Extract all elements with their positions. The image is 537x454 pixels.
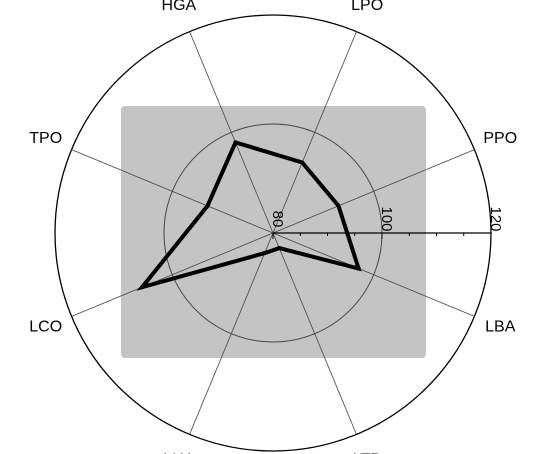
data-point-lco <box>140 285 145 290</box>
axis-label-hga: HGA <box>162 0 197 14</box>
radial-tick-label-120: 120 <box>487 206 504 231</box>
axis-spoke-lha <box>189 232 274 435</box>
data-point-lpo <box>300 160 305 165</box>
axis-spoke-lpo <box>272 31 357 234</box>
axis-spoke-lco <box>71 232 274 317</box>
axis-label-lha: LHA <box>163 451 194 454</box>
radial-tick-label-80: 80 <box>269 211 286 228</box>
axis-spoke-ppo <box>272 149 475 234</box>
data-points <box>140 140 361 290</box>
data-point-ltr <box>277 246 282 251</box>
axis-label-ppo: PPO <box>483 130 517 147</box>
axis-label-tpo: TPO <box>29 130 62 147</box>
axis-spokes <box>71 31 475 435</box>
radial-tick-label-100: 100 <box>378 206 395 231</box>
axis-label-lpo: LPO <box>351 0 383 14</box>
axis-spoke-tpo <box>71 149 274 234</box>
axis-spoke-hga <box>189 31 274 234</box>
axis-label-lco: LCO <box>29 318 62 335</box>
data-point-lba <box>356 266 361 271</box>
axis-label-lba: LBA <box>485 318 516 335</box>
data-point-hga <box>233 140 238 145</box>
data-point-tpo <box>205 203 210 208</box>
axis-labels: LPO PPO LBA LTR LHA LCO TPO HGA <box>29 0 517 454</box>
axis-label-ltr: LTR <box>353 451 382 454</box>
radial-scale: 80 100 120 <box>269 206 504 239</box>
axis-spoke-lba <box>272 232 475 317</box>
data-point-ppo <box>336 203 341 208</box>
axis-spoke-ltr <box>272 232 357 435</box>
data-point-lha <box>262 251 267 256</box>
